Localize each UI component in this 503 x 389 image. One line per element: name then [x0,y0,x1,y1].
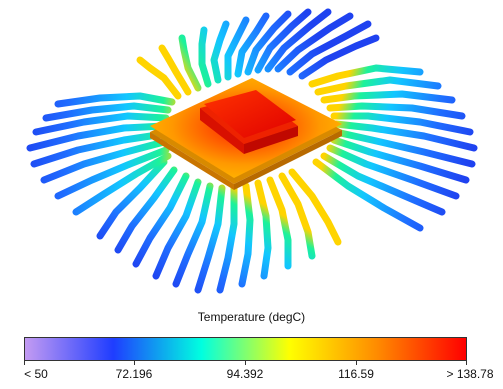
temperature-colorbar [24,337,467,361]
tick-label-max: > 138.78 [446,367,494,381]
tick-label-3: 94.392 [226,367,264,381]
tick-mark [466,360,467,365]
leads-east [308,64,478,232]
tick-label-2: 72.196 [115,367,153,381]
leads-north [136,8,380,100]
tick-label-min: < 50 [24,367,48,381]
leads-south [96,158,342,294]
tick-mark [24,360,25,365]
tick-mark [245,360,246,365]
legend-title: Temperature (degC) [197,310,306,324]
leads-west [26,92,176,216]
tick-mark [356,360,357,365]
chip-thermal-render [26,8,478,294]
tick-mark [134,360,135,365]
tick-label-4: 116.59 [338,367,374,381]
die-pad [200,90,298,154]
